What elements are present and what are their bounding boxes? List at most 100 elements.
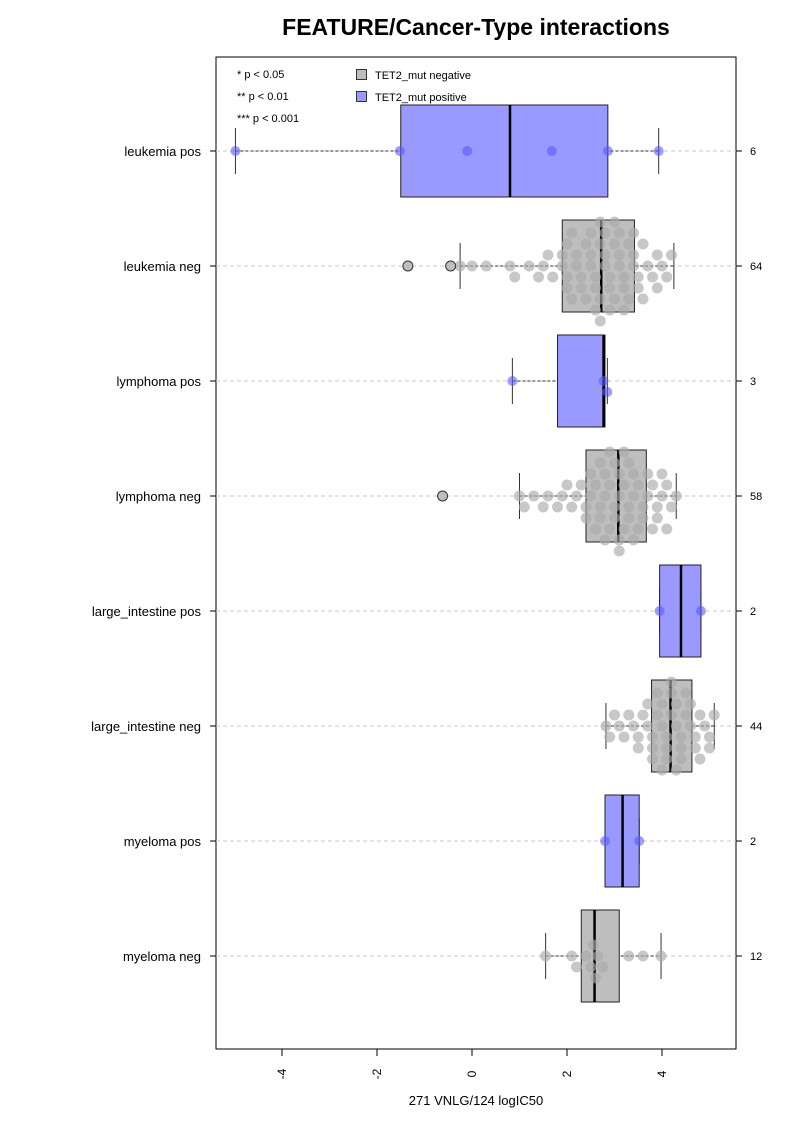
data-point (454, 260, 466, 272)
data-point (585, 961, 597, 973)
legend-label-negative: TET2_mut negative (375, 70, 471, 82)
data-point (590, 523, 601, 535)
row-count-leukemia-pos: 6 (750, 146, 756, 158)
data-point (618, 446, 630, 458)
data-point (651, 687, 663, 699)
data-point (580, 293, 592, 305)
data-point (651, 282, 663, 294)
data-point (528, 490, 540, 502)
data-point (604, 282, 616, 294)
significance-note-3: *** p < 0.001 (237, 113, 300, 125)
data-point (647, 742, 658, 754)
x-tick-label: -2 (370, 1068, 384, 1079)
data-point (628, 227, 639, 239)
data-point (594, 216, 606, 228)
data-point (675, 742, 687, 754)
x-tick-label: 2 (560, 1070, 574, 1077)
data-point (609, 512, 620, 524)
data-point (685, 720, 696, 732)
data-point (613, 249, 625, 261)
data-point (604, 731, 616, 743)
data-point (666, 676, 677, 688)
data-point (556, 249, 568, 261)
data-point (594, 501, 606, 513)
data-point (585, 260, 597, 272)
row-count-lymphoma-neg: 58 (750, 491, 762, 503)
outlier-point (445, 260, 457, 272)
data-point (542, 249, 554, 261)
data-point (546, 146, 557, 156)
row-label-myeloma-pos: myeloma pos (124, 834, 202, 849)
data-point (594, 512, 606, 524)
row-label-leukemia-neg: leukemia neg (124, 259, 201, 274)
data-point (670, 490, 682, 502)
data-point (642, 260, 654, 272)
data-point (670, 720, 682, 732)
data-point (609, 501, 620, 513)
data-point (656, 720, 668, 732)
data-point (655, 950, 667, 962)
data-point (523, 260, 535, 272)
x-tick-label: 0 (465, 1070, 479, 1077)
data-point (647, 731, 658, 743)
data-point (656, 764, 668, 776)
data-point (618, 271, 630, 283)
outlier-point (437, 490, 449, 502)
data-point (670, 698, 682, 710)
data-point (632, 742, 644, 754)
data-point (566, 227, 578, 239)
data-point (599, 260, 611, 272)
data-point (694, 709, 706, 721)
data-point (654, 606, 665, 616)
data-point (509, 271, 521, 283)
data-point (632, 271, 644, 283)
legend-swatch-positive (356, 91, 367, 102)
data-point (575, 282, 587, 294)
data-point (566, 950, 578, 962)
row-label-leukemia-pos: leukemia pos (124, 144, 201, 159)
data-point (642, 720, 654, 732)
row-count-lymphoma-pos: 3 (750, 376, 756, 388)
row-label-large-intestine-pos: large_intestine pos (92, 604, 202, 619)
data-point (666, 709, 677, 721)
data-point (618, 282, 630, 294)
data-point (613, 227, 625, 239)
data-point (623, 950, 635, 962)
data-point (680, 687, 692, 699)
data-point (623, 501, 635, 513)
data-point (661, 523, 673, 535)
data-point (651, 709, 663, 721)
data-point (597, 961, 609, 973)
data-point (670, 764, 682, 776)
data-point (618, 731, 630, 743)
data-point (561, 479, 573, 491)
data-point (585, 249, 597, 261)
data-point (685, 698, 696, 710)
data-point (580, 238, 592, 250)
data-point (594, 457, 606, 469)
data-point (666, 687, 677, 699)
data-point (704, 742, 715, 754)
data-point (466, 260, 478, 272)
data-point (556, 260, 568, 272)
data-point (575, 271, 587, 283)
data-point (647, 271, 658, 283)
row-count-myeloma-neg: 12 (750, 951, 762, 963)
data-point (613, 468, 625, 480)
data-point (623, 238, 635, 250)
data-point (542, 490, 554, 502)
data-point (580, 501, 592, 513)
data-point (680, 709, 692, 721)
data-point (590, 972, 601, 984)
data-point (699, 720, 711, 732)
data-point (394, 146, 405, 156)
data-point (580, 512, 592, 524)
data-point (604, 479, 616, 491)
data-point (637, 293, 649, 305)
data-point (647, 523, 658, 535)
data-point (695, 606, 706, 616)
data-point (462, 146, 473, 156)
outlier-point (402, 260, 414, 272)
data-point (571, 490, 582, 502)
